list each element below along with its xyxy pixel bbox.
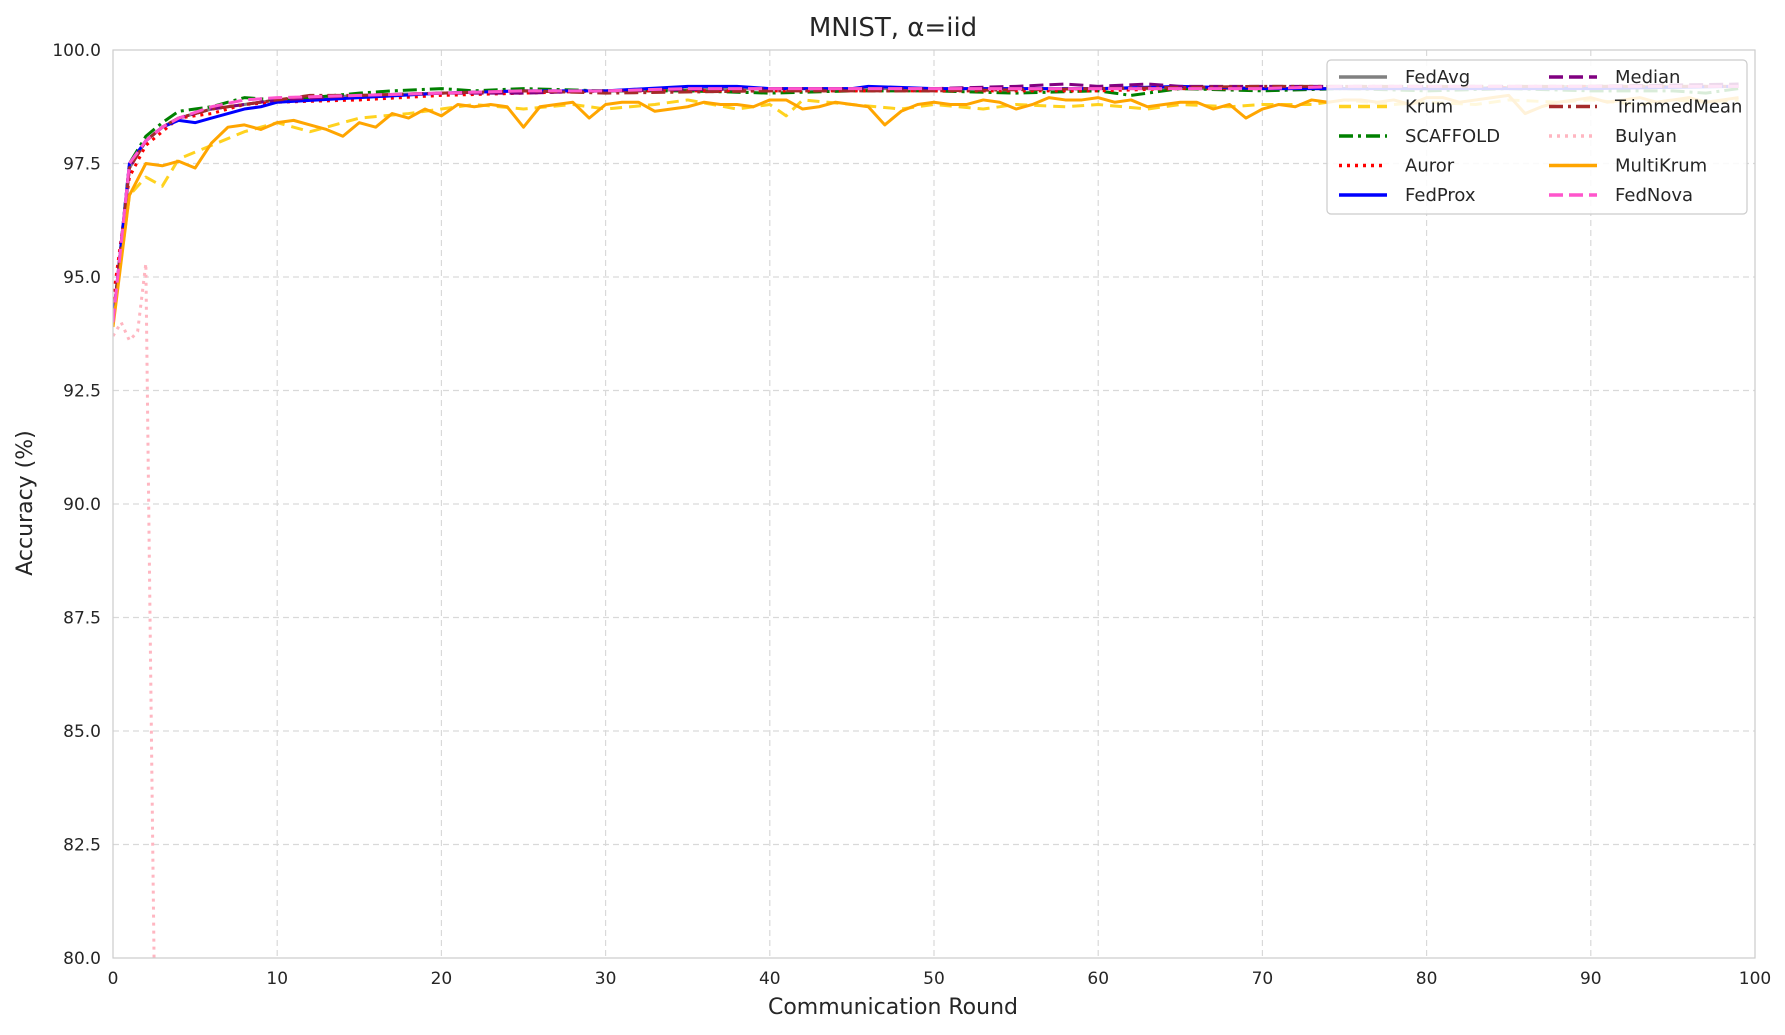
x-tick-label: 50 xyxy=(923,969,945,989)
x-tick-label: 80 xyxy=(1416,969,1438,989)
legend-label: Bulyan xyxy=(1615,126,1677,147)
legend-label: Krum xyxy=(1405,97,1453,118)
legend-label: Median xyxy=(1615,67,1680,88)
x-tick-label: 90 xyxy=(1580,969,1602,989)
y-tick-label: 80.0 xyxy=(63,949,101,969)
y-tick-label: 85.0 xyxy=(63,722,101,742)
y-tick-label: 95.0 xyxy=(63,268,101,288)
y-tick-label: 90.0 xyxy=(63,495,101,515)
legend-label: FedProx xyxy=(1405,185,1476,206)
x-tick-label: 30 xyxy=(595,969,617,989)
y-tick-label: 97.5 xyxy=(63,155,101,175)
series-layer xyxy=(113,82,1739,958)
y-tick-label: 82.5 xyxy=(63,836,101,856)
x-tick-label: 10 xyxy=(266,969,288,989)
x-tick-label: 20 xyxy=(431,969,453,989)
x-tick-label: 100 xyxy=(1739,969,1771,989)
x-tick-label: 60 xyxy=(1087,969,1109,989)
x-tick-label: 0 xyxy=(108,969,119,989)
y-tick-label: 92.5 xyxy=(63,382,101,402)
legend-label: MultiKrum xyxy=(1615,156,1707,177)
chart-title: MNIST, α=iid xyxy=(809,13,977,43)
y-tick-label: 87.5 xyxy=(63,609,101,629)
plot-frame xyxy=(112,49,1756,959)
legend-label: TrimmedMean xyxy=(1614,97,1742,118)
y-axis-label: Accuracy (%) xyxy=(13,430,38,576)
x-tick-label: 70 xyxy=(1252,969,1274,989)
y-tick-label: 100.0 xyxy=(52,41,101,61)
x-tick-label: 40 xyxy=(759,969,781,989)
legend: FedAvg Krum SCAFFOLD Auror FedProx Median Trim… xyxy=(1326,59,1748,215)
series-line-fednova xyxy=(113,84,1739,323)
series-line-bulyan xyxy=(113,261,156,958)
x-axis-label: Communication Round xyxy=(768,995,1018,1020)
tick-labels: 0 10 20 30 40 50 60 70 80 90 100 80.0 82.5 85.0 87.5 90… xyxy=(52,41,1771,989)
legend-label: FedAvg xyxy=(1405,67,1470,88)
legend-box xyxy=(1326,59,1748,215)
legend-label: FedNova xyxy=(1615,185,1693,206)
legend-label: Auror xyxy=(1405,156,1455,177)
legend-label: SCAFFOLD xyxy=(1405,126,1500,147)
